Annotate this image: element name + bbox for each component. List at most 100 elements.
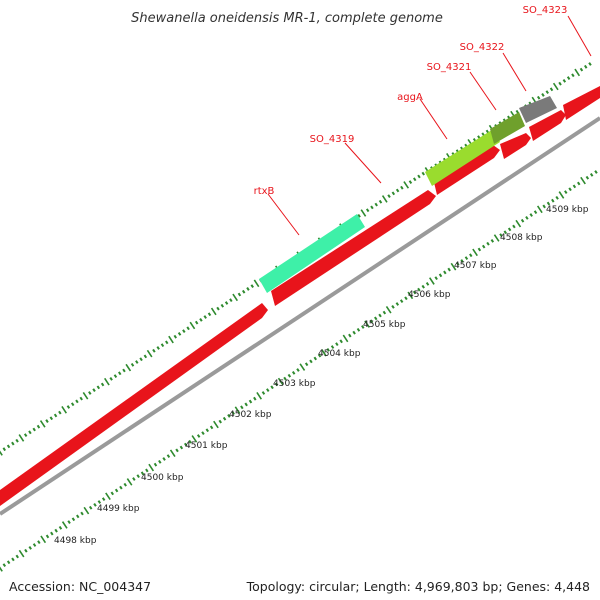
tick-mark bbox=[53, 413, 58, 418]
tick-mark bbox=[196, 434, 201, 438]
tick-mark bbox=[40, 535, 47, 544]
tick-mark bbox=[119, 485, 123, 490]
tick-mark bbox=[203, 315, 207, 319]
tick-mark bbox=[160, 343, 165, 348]
tick-mark bbox=[213, 420, 219, 429]
tick-mark bbox=[92, 388, 96, 393]
label-SO_4321: SO_4321 bbox=[427, 62, 472, 73]
tick-mark bbox=[564, 190, 568, 194]
tick-mark bbox=[32, 543, 37, 547]
tick-label: 4509 kbp bbox=[546, 205, 589, 215]
tick-mark bbox=[205, 428, 210, 433]
tick-mark bbox=[403, 181, 410, 189]
tick-mark bbox=[552, 82, 559, 91]
tick-label: 4502 kbp bbox=[229, 410, 272, 420]
cds-segment[interactable] bbox=[433, 145, 500, 195]
tick-mark bbox=[429, 277, 435, 285]
gene-rtxB[interactable] bbox=[259, 214, 365, 293]
tick-mark bbox=[507, 227, 512, 232]
tick-mark bbox=[277, 377, 284, 386]
tick-mark bbox=[132, 477, 136, 481]
tick-mark bbox=[421, 284, 425, 289]
tick-mark bbox=[45, 419, 49, 423]
tick-mark bbox=[234, 406, 241, 414]
tick-mark bbox=[404, 296, 408, 301]
tick-mark bbox=[148, 463, 155, 472]
tick-mark bbox=[237, 292, 242, 297]
cds-segment[interactable] bbox=[0, 303, 268, 506]
cds-segment[interactable] bbox=[529, 110, 566, 141]
tick-mark bbox=[472, 248, 478, 257]
tick-mark bbox=[412, 290, 417, 295]
tick-mark bbox=[370, 205, 374, 210]
tick-mark bbox=[15, 554, 19, 559]
cds-segment[interactable] bbox=[500, 133, 531, 159]
tick-mark bbox=[229, 298, 233, 303]
tick-mark bbox=[588, 62, 592, 66]
tick-mark bbox=[88, 391, 92, 395]
tick-mark bbox=[179, 445, 184, 450]
tick-mark bbox=[244, 402, 248, 407]
tick-mark bbox=[186, 326, 190, 331]
tick-mark bbox=[114, 488, 119, 493]
tick-mark bbox=[80, 511, 84, 516]
tick-mark bbox=[335, 342, 339, 347]
tick-mark bbox=[585, 175, 590, 180]
tick-mark bbox=[391, 304, 395, 309]
tick-mark bbox=[58, 410, 62, 415]
tick-mark bbox=[61, 406, 67, 414]
tick-mark bbox=[100, 382, 105, 387]
tick-mark bbox=[412, 177, 417, 182]
tick-mark bbox=[70, 402, 75, 407]
tick-mark bbox=[36, 424, 41, 429]
tick-mark bbox=[194, 320, 199, 325]
tick-mark bbox=[283, 376, 287, 381]
tick-mark bbox=[481, 244, 486, 249]
tick-mark bbox=[0, 450, 3, 456]
tick-mark bbox=[250, 284, 254, 289]
tick-mark bbox=[136, 474, 140, 479]
tick-mark bbox=[529, 213, 533, 217]
tick-mark bbox=[304, 362, 309, 367]
tick-mark bbox=[579, 67, 584, 72]
tick-mark bbox=[50, 531, 54, 536]
tick-mark bbox=[248, 399, 253, 404]
tick-mark bbox=[356, 327, 361, 332]
tick-mark bbox=[572, 184, 577, 189]
tick-mark bbox=[109, 377, 113, 381]
gene-aggA[interactable] bbox=[425, 128, 500, 186]
tick-mark bbox=[339, 339, 343, 344]
tick-mark bbox=[425, 282, 430, 286]
cds-segment[interactable] bbox=[271, 190, 436, 306]
cds-segment[interactable] bbox=[563, 86, 600, 120]
tick-mark bbox=[220, 303, 225, 308]
tick-mark bbox=[216, 306, 220, 311]
tick-mark bbox=[66, 405, 71, 409]
tick-label: 4507 kbp bbox=[454, 261, 497, 271]
tick-mark bbox=[58, 525, 63, 530]
tick-mark bbox=[143, 354, 148, 359]
tick-mark bbox=[135, 360, 139, 364]
tick-mark bbox=[210, 307, 217, 316]
tick-mark bbox=[493, 234, 500, 242]
tick-mark bbox=[499, 233, 503, 238]
tick-mark bbox=[434, 276, 438, 281]
tick-mark bbox=[18, 549, 25, 558]
tick-mark bbox=[469, 253, 473, 258]
tick-mark bbox=[166, 454, 171, 458]
tick-mark bbox=[274, 382, 279, 387]
tick-mark bbox=[266, 388, 270, 392]
tick-mark bbox=[28, 546, 32, 550]
tick-mark bbox=[126, 478, 133, 486]
tick-mark bbox=[594, 170, 598, 174]
tick-label: 4499 kbp bbox=[97, 504, 140, 514]
tick-mark bbox=[24, 548, 28, 553]
tick-mark bbox=[545, 90, 549, 95]
tick-mark bbox=[546, 201, 551, 206]
gene-SO_4322[interactable] bbox=[519, 96, 557, 123]
tick-mark bbox=[125, 363, 132, 372]
tick-mark bbox=[139, 357, 143, 362]
tick-mark bbox=[291, 370, 296, 375]
tick-mark bbox=[158, 459, 162, 464]
gene-SO_4321[interactable] bbox=[490, 112, 525, 144]
